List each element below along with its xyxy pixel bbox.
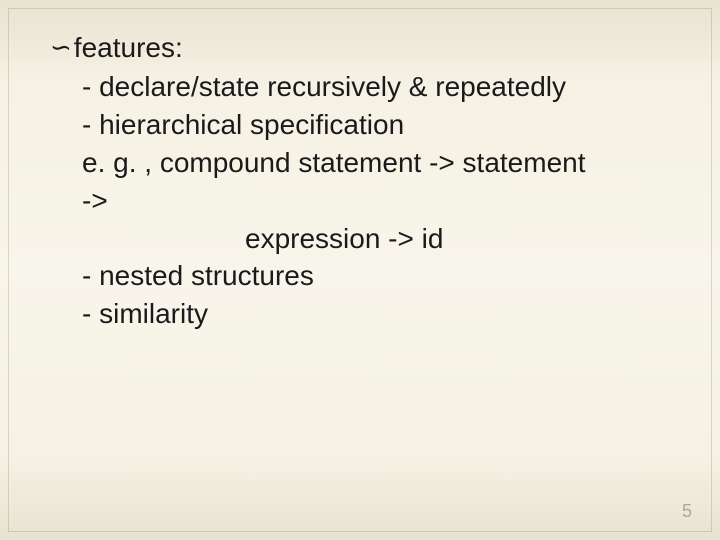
page-number: 5 xyxy=(682,501,692,522)
body-line-2: - hierarchical specification xyxy=(82,106,680,144)
heading-line: ∽ features: xyxy=(50,30,680,66)
body-line-7: - similarity xyxy=(82,295,680,333)
body-line-3: e. g. , compound statement -> statement xyxy=(82,144,680,182)
bullet-icon: ∽ xyxy=(50,32,72,63)
heading-text: features: xyxy=(74,30,183,66)
slide-content: ∽ features: - declare/state recursively … xyxy=(0,0,720,363)
body-line-1: - declare/state recursively & repeatedly xyxy=(82,68,680,106)
body-line-6: - nested structures xyxy=(82,257,680,295)
body-line-5: expression -> id xyxy=(245,220,680,258)
body-line-4: -> xyxy=(82,182,680,220)
